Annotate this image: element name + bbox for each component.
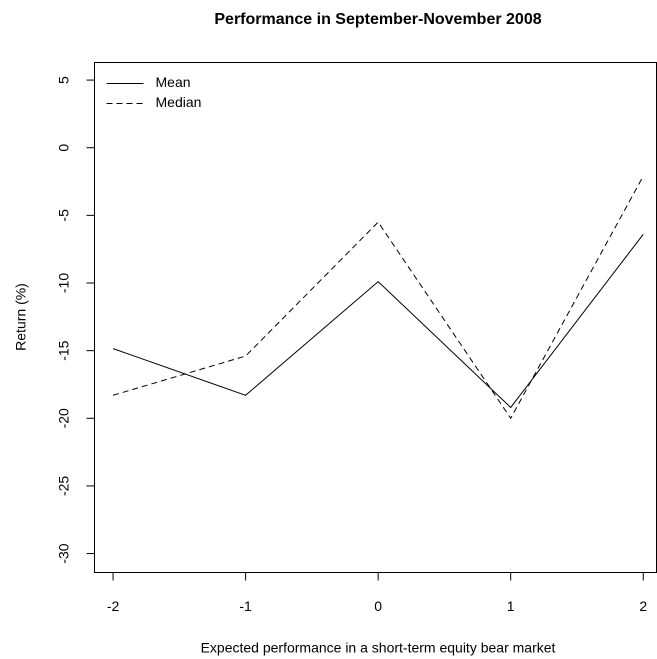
y-tick-label: -30 <box>56 543 72 563</box>
x-tick-label: -1 <box>239 598 252 614</box>
x-tick-label: 2 <box>639 598 647 614</box>
y-tick-label: -10 <box>56 273 72 293</box>
y-tick-label: -25 <box>56 476 72 496</box>
y-tick-label: -20 <box>56 408 72 428</box>
chart-title: Performance in September-November 2008 <box>214 11 541 28</box>
x-tick-label: 0 <box>374 598 382 614</box>
y-tick-label: -15 <box>56 340 72 360</box>
y-tick-label: 0 <box>56 144 72 152</box>
x-tick-label: -2 <box>107 598 120 614</box>
legend-label: Median <box>156 94 202 110</box>
y-axis-title: Return (%) <box>13 283 29 351</box>
y-tick-label: 5 <box>56 76 72 84</box>
series-line <box>112 234 644 409</box>
x-axis-title: Expected performance in a short-term equ… <box>201 640 556 656</box>
x-tick-label: 1 <box>507 598 515 614</box>
y-tick-label: -5 <box>56 209 72 222</box>
legend-label: Mean <box>156 74 191 90</box>
series-line <box>112 175 644 420</box>
plot-frame <box>94 62 657 573</box>
